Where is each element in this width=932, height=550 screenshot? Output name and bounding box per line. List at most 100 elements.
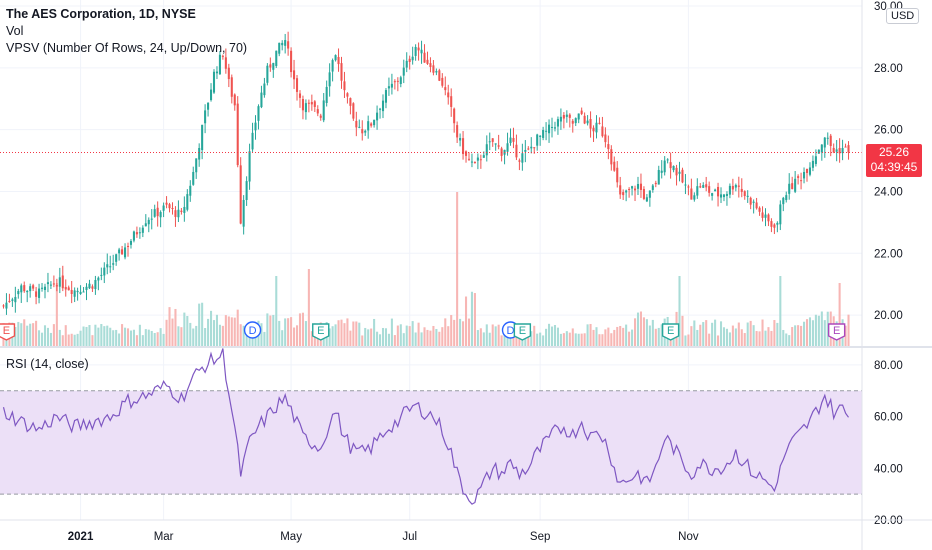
volume-bar (126, 328, 130, 346)
volume-bar (805, 319, 809, 346)
candle-body (628, 189, 631, 191)
volume-bar (144, 329, 147, 346)
event-marker-label: E (317, 325, 324, 337)
candle-body (91, 286, 94, 289)
candle-body (808, 167, 812, 175)
volume-bar (648, 325, 651, 346)
candle-body (497, 145, 500, 147)
candle-body (678, 171, 681, 174)
volume-bar (693, 320, 696, 346)
candle-body (571, 120, 574, 124)
candle-body (515, 144, 518, 158)
volume-bar (749, 320, 752, 346)
volume-bar (592, 329, 595, 346)
volume-bar (559, 333, 562, 346)
candle-body (684, 184, 687, 186)
candle-body (805, 168, 809, 173)
candle-body (616, 167, 619, 183)
event-marker-label: E (667, 325, 674, 337)
candle-body (43, 286, 47, 291)
candle-body (94, 280, 97, 290)
dividend-marker[interactable]: D (243, 321, 262, 339)
candle-body (654, 182, 657, 185)
volume-legend[interactable]: Vol (6, 24, 24, 38)
volume-bar (215, 314, 219, 346)
volume-bar (221, 325, 224, 346)
volume-bar (239, 324, 242, 346)
earnings-marker[interactable]: E (661, 323, 680, 341)
candle-body (61, 275, 64, 289)
candle-body (242, 199, 245, 227)
candle-body (118, 249, 121, 254)
candle-body (485, 144, 488, 156)
candle-body (153, 209, 156, 217)
volume-bar (503, 334, 506, 346)
candle-body (381, 100, 385, 112)
candle-body (129, 241, 133, 245)
volume-bar (817, 315, 820, 346)
time-axis[interactable]: 2021 Mar May Jul Sep Nov (68, 531, 699, 543)
volume-bar (420, 332, 423, 346)
price-tick-label: 22.00 (874, 248, 903, 260)
candle-body (177, 209, 180, 218)
volume-bar (767, 327, 770, 346)
candle-body (625, 190, 628, 193)
vpsv-legend[interactable]: VPSV (Number Of Rows, 24, Up/Down, 70) (6, 41, 248, 55)
candle-body (67, 287, 70, 291)
currency-badge[interactable]: USD (886, 8, 920, 24)
candle-body (610, 149, 613, 165)
candle-body (657, 169, 660, 185)
volume-bar (444, 318, 447, 346)
candle-body (429, 63, 432, 68)
rsi-legend[interactable]: RSI (14, close) (6, 357, 89, 371)
volume-bar (337, 320, 340, 346)
candle-body (782, 197, 785, 205)
rsi-axis[interactable]: 20.00 40.00 60.00 80.00 (874, 360, 903, 527)
candle-body (88, 283, 91, 289)
candle-body (189, 185, 192, 196)
candle-body (58, 277, 61, 287)
candle-body (536, 134, 539, 146)
candle-body (192, 171, 195, 185)
candle-body (358, 126, 361, 128)
volume-bar (195, 325, 198, 346)
candle-body (281, 42, 284, 46)
candle-body (325, 86, 328, 103)
event-marker-label: D (507, 325, 515, 337)
volume-bar (494, 326, 497, 346)
candle-body (405, 60, 408, 68)
volume-bar (334, 324, 337, 346)
earnings-marker[interactable]: E (513, 323, 532, 341)
candle-body (376, 112, 379, 121)
candle-body (411, 56, 414, 61)
volume-bar (281, 330, 284, 346)
volume-bar (180, 327, 183, 346)
volume-bar (788, 335, 791, 346)
candle-body (227, 67, 230, 80)
earnings-marker[interactable]: E (312, 323, 330, 341)
candle-body (322, 100, 325, 121)
earnings-marker[interactable]: E (0, 323, 16, 341)
chart-title[interactable]: The AES Corporation, 1D, NYSE (6, 7, 196, 21)
candle-body (595, 122, 598, 133)
volume-bar (79, 330, 82, 346)
volume-bar (361, 335, 364, 346)
candle-body (126, 245, 130, 247)
volume-bar (384, 328, 388, 346)
earnings-marker[interactable]: E (827, 323, 846, 341)
candle-body (814, 156, 817, 164)
candle-body (749, 197, 752, 205)
time-tick-label: Jul (402, 531, 417, 543)
volume-bar (645, 319, 648, 346)
candle-body (328, 72, 331, 87)
candle-body (450, 96, 453, 107)
volume-bar (260, 323, 263, 346)
volume-bar (690, 326, 693, 346)
volume-bar (70, 333, 73, 346)
volume-bar (725, 328, 728, 346)
candle-body (539, 135, 542, 137)
candle-body (785, 195, 788, 201)
